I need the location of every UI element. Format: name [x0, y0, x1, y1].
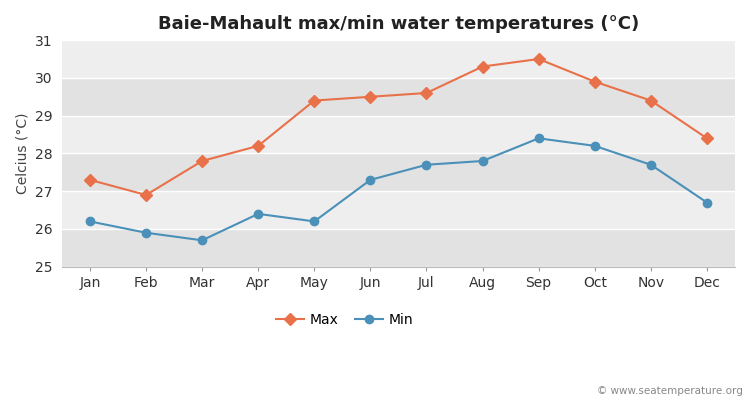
Bar — [62, 229, 735, 267]
Legend: Max, Min: Max, Min — [271, 308, 419, 333]
Min — [534, 136, 543, 141]
Text: © www.seatemperature.org: © www.seatemperature.org — [597, 386, 742, 396]
Bar — [62, 191, 735, 229]
Max — [86, 178, 94, 182]
Min — [254, 212, 262, 216]
Bar — [62, 40, 735, 78]
Max — [534, 56, 543, 61]
Min — [366, 178, 375, 182]
Max — [310, 98, 319, 103]
Title: Baie-Mahault max/min water temperatures (°C): Baie-Mahault max/min water temperatures … — [158, 15, 639, 33]
Min — [86, 219, 94, 224]
Min — [590, 144, 599, 148]
Bar — [62, 116, 735, 154]
Min — [422, 162, 431, 167]
Max — [142, 192, 151, 197]
Max — [198, 158, 207, 163]
Max — [366, 94, 375, 99]
Min — [142, 230, 151, 235]
Max — [703, 136, 712, 141]
Line: Max: Max — [86, 55, 711, 199]
Min — [198, 238, 207, 243]
Y-axis label: Celcius (°C): Celcius (°C) — [15, 113, 29, 194]
Max — [646, 98, 656, 103]
Max — [478, 64, 487, 69]
Max — [422, 90, 431, 95]
Max — [254, 144, 262, 148]
Bar — [62, 154, 735, 191]
Min — [310, 219, 319, 224]
Bar — [62, 78, 735, 116]
Min — [478, 158, 487, 163]
Min — [646, 162, 656, 167]
Max — [590, 79, 599, 84]
Min — [703, 200, 712, 205]
Line: Min: Min — [86, 134, 711, 244]
